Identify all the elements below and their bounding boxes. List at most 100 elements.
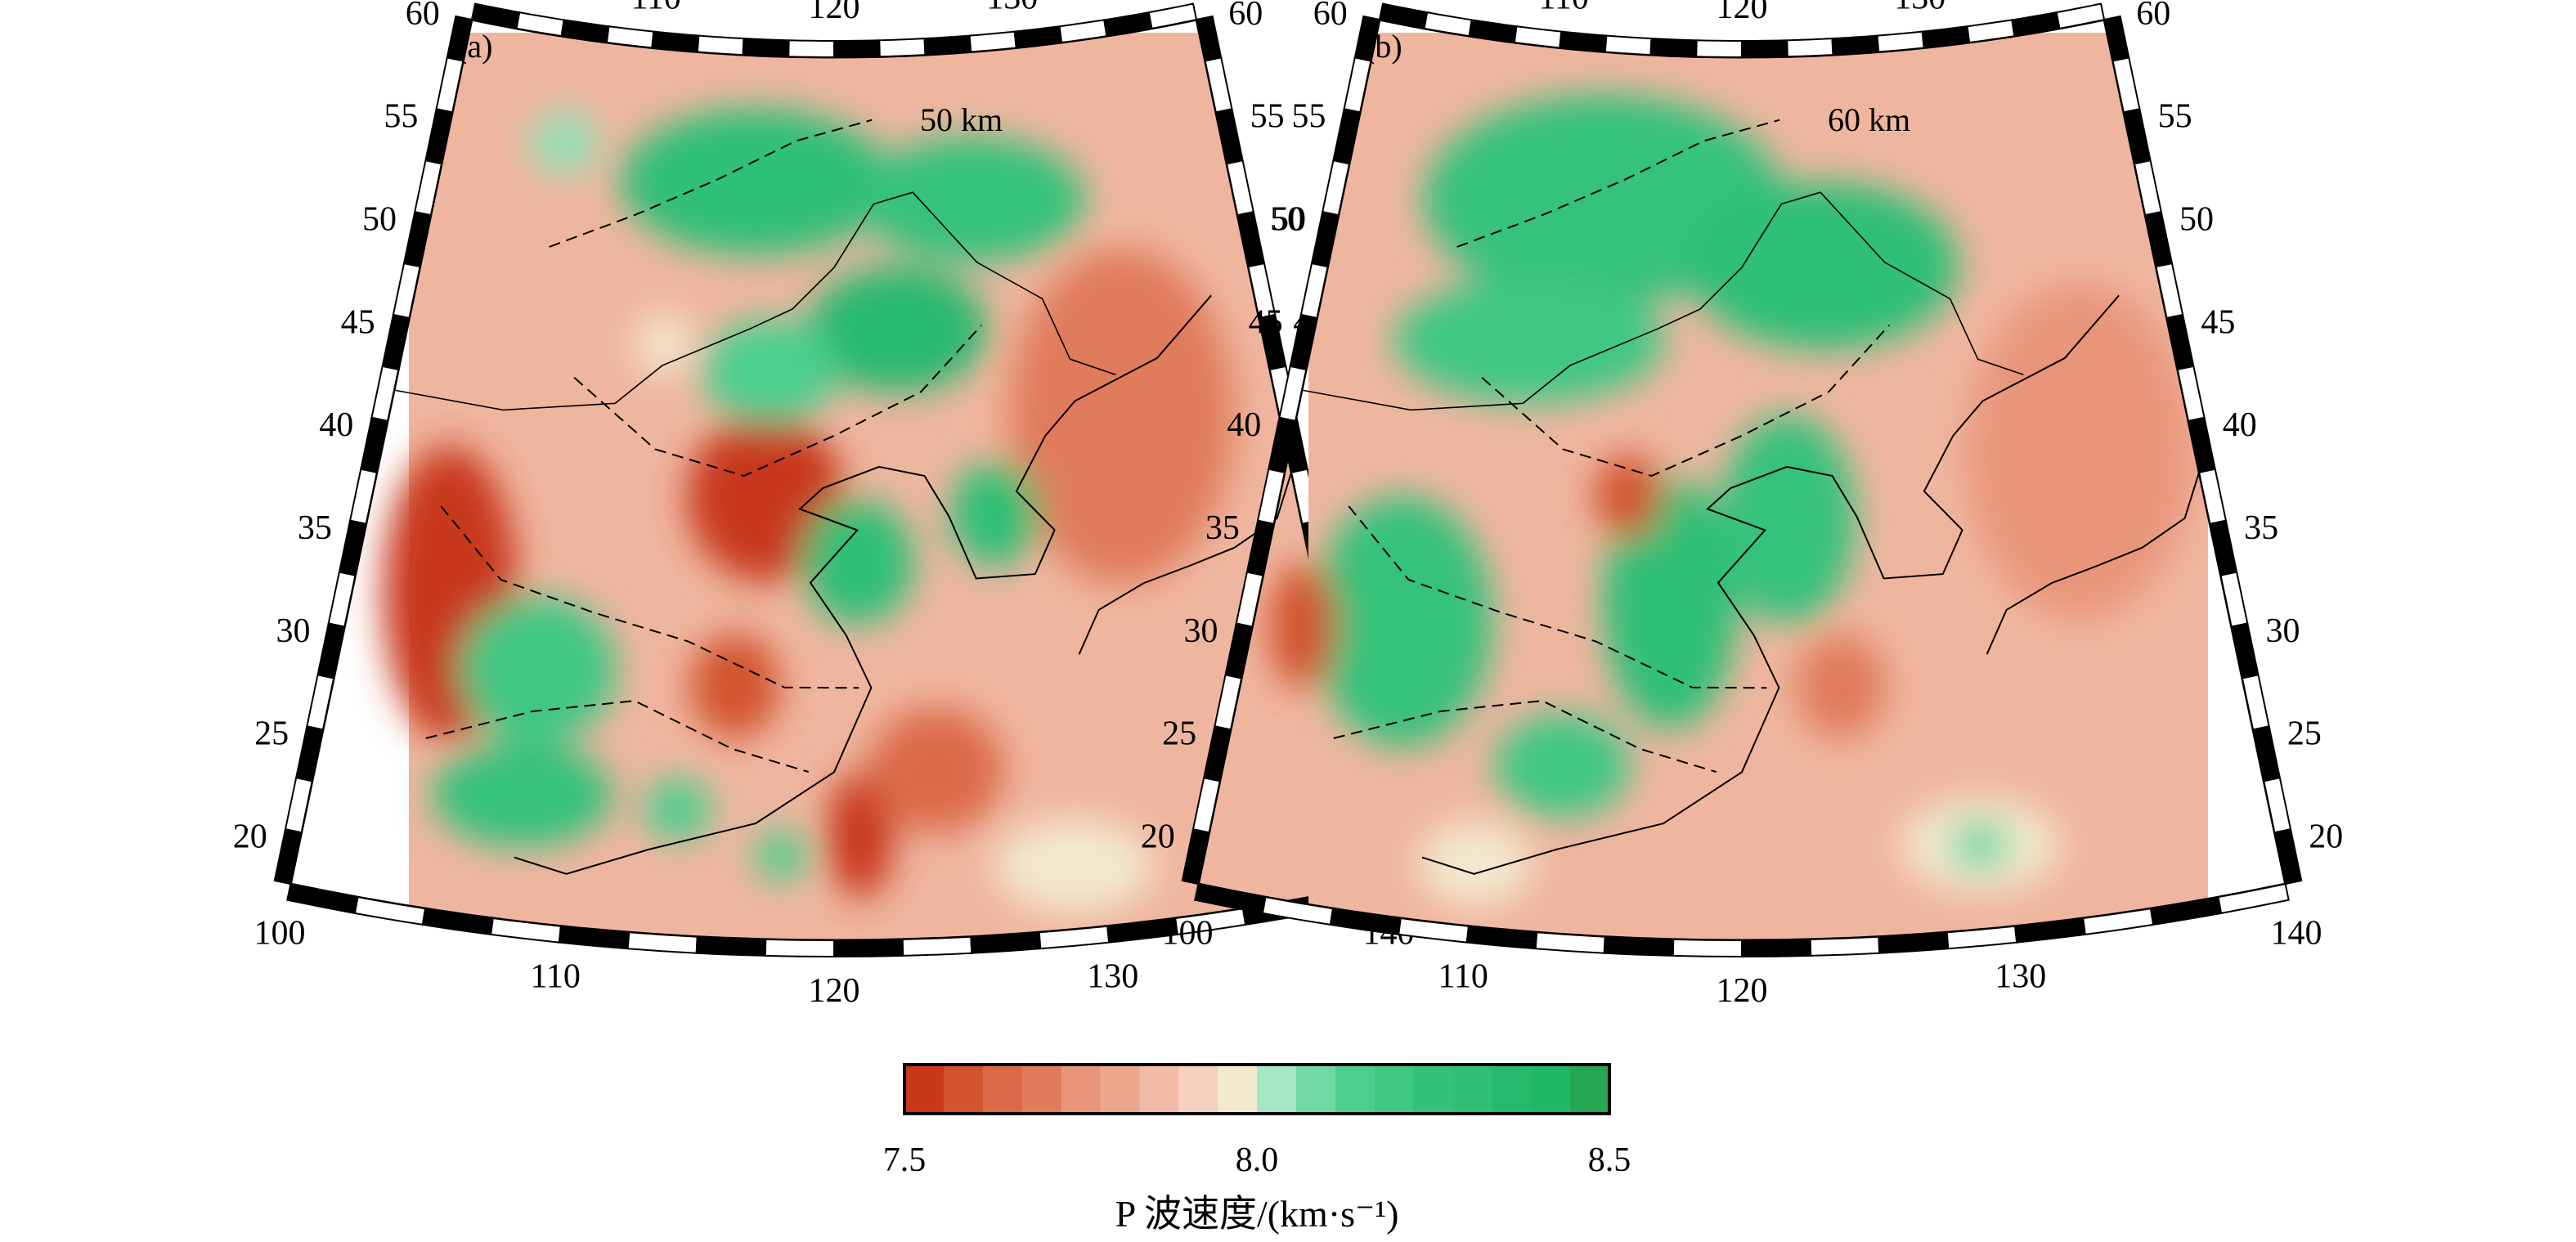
frame-segment bbox=[923, 34, 972, 56]
frame-segment bbox=[1741, 39, 1788, 58]
frame-segment bbox=[1604, 34, 1653, 56]
latitude-tick-label: 35 bbox=[1205, 509, 1240, 547]
latitude-tick-label: 50 bbox=[362, 201, 397, 239]
colorbar-cell bbox=[1452, 1065, 1492, 1114]
velocity-anomaly bbox=[801, 498, 914, 625]
frame-segment bbox=[1534, 931, 1606, 954]
velocity-anomaly bbox=[1494, 713, 1631, 818]
colorbar-cell bbox=[982, 1065, 1023, 1114]
velocity-anomaly bbox=[1393, 277, 1665, 404]
frame-segment bbox=[970, 931, 1042, 954]
latitude-tick-label: 20 bbox=[233, 818, 267, 856]
colorbar-cell bbox=[1413, 1065, 1454, 1114]
frame-segment bbox=[1423, 11, 1473, 38]
map-panel-b: 1001001101101201201301301401402020252530… bbox=[1141, 0, 2343, 1010]
latitude-tick-label: 45 bbox=[2201, 303, 2235, 341]
velocity-anomaly bbox=[702, 319, 837, 424]
latitude-tick-label: 60 bbox=[406, 0, 440, 33]
tectonic-boundary bbox=[425, 700, 809, 773]
frame-segment bbox=[1559, 30, 1608, 53]
national-border bbox=[393, 191, 1116, 411]
panel-label: (b) bbox=[1364, 28, 1402, 65]
colorbar-cell bbox=[1531, 1065, 1571, 1114]
frame-segment bbox=[878, 38, 927, 58]
velocity-anomaly bbox=[1966, 283, 2192, 620]
frame-segment bbox=[1786, 38, 1834, 58]
velocity-anomaly bbox=[1948, 819, 2012, 871]
latitude-tick-label: 55 bbox=[384, 98, 418, 136]
velocity-anomaly bbox=[689, 633, 781, 739]
colorbar-title: P 波速度/(km·s⁻¹) bbox=[1115, 1193, 1399, 1235]
longitude-tick-label: 140 bbox=[2271, 915, 2322, 953]
longitude-tick-label: 100 bbox=[1162, 915, 1214, 953]
colorbar-tick-label: 8.0 bbox=[1236, 1141, 1279, 1179]
latitude-tick-label: 50 bbox=[1272, 201, 1306, 239]
frame-segment bbox=[2217, 882, 2290, 915]
frame-segment bbox=[2103, 15, 2130, 62]
latitude-tick-label: 20 bbox=[1141, 818, 1175, 856]
longitude-tick-label: 120 bbox=[809, 972, 860, 1010]
velocity-anomaly bbox=[1268, 563, 1337, 689]
colorbar-cell bbox=[1492, 1065, 1532, 1114]
latitude-tick-label: 40 bbox=[1227, 406, 1261, 444]
frame-segment bbox=[651, 30, 700, 53]
colorbar-cell bbox=[1061, 1065, 1102, 1114]
latitude-tick-label: 45 bbox=[1249, 303, 1283, 341]
colorbar-cell bbox=[1335, 1065, 1376, 1114]
velocity-anomaly bbox=[458, 595, 617, 743]
frame-segment bbox=[1378, 2, 1429, 29]
frame-segment bbox=[1649, 38, 1698, 58]
velocity-anomaly bbox=[1008, 248, 1235, 585]
latitude-tick-label: 60 bbox=[1228, 0, 1263, 33]
velocity-anomaly bbox=[644, 778, 712, 841]
frame-segment bbox=[626, 931, 698, 954]
colorbar-cell bbox=[904, 1065, 945, 1114]
frame-segment bbox=[470, 2, 521, 29]
frame-segment bbox=[1878, 931, 1950, 954]
frame-segment bbox=[515, 11, 565, 38]
latitude-tick-label: 50 bbox=[1270, 201, 1304, 239]
longitude-tick-label: 110 bbox=[1538, 0, 1588, 17]
frame-segment bbox=[286, 882, 359, 915]
frame-segment bbox=[764, 938, 835, 958]
colorbar-cell bbox=[1257, 1065, 1297, 1114]
velocity-anomaly bbox=[432, 742, 613, 848]
frame-segment bbox=[742, 38, 790, 58]
panel-label: (a) bbox=[456, 28, 492, 65]
colorbar-border bbox=[903, 1063, 1611, 1115]
frame-segment bbox=[1103, 11, 1153, 38]
frame-segment bbox=[968, 30, 1017, 53]
coastline bbox=[1421, 294, 2120, 875]
longitude-tick-label: 100 bbox=[254, 915, 306, 953]
frame-segment bbox=[833, 39, 881, 58]
latitude-tick-label: 60 bbox=[1313, 0, 1348, 33]
frame-segment bbox=[901, 935, 973, 957]
map-panel-a: 1001001101101201201301301401402020252530… bbox=[233, 0, 1435, 1010]
frame-segment bbox=[1741, 938, 1812, 958]
frame-segment bbox=[1195, 15, 1223, 62]
longitude-tick-label: 130 bbox=[1087, 957, 1138, 995]
colorbar-cell bbox=[1100, 1065, 1140, 1114]
velocity-anomaly bbox=[994, 819, 1154, 912]
latitude-tick-label: 40 bbox=[319, 406, 353, 444]
depth-label: 60 km bbox=[1828, 101, 1910, 138]
latitude-tick-label: 25 bbox=[254, 715, 289, 753]
colorbar-cell bbox=[1139, 1065, 1179, 1114]
frame-segment bbox=[833, 938, 904, 958]
tectonic-boundary bbox=[440, 505, 859, 689]
longitude-tick-label: 110 bbox=[1438, 957, 1488, 995]
longitude-tick-label: 110 bbox=[530, 957, 580, 995]
colorbar-cell bbox=[1218, 1065, 1258, 1114]
frame-segment bbox=[1353, 15, 1381, 62]
velocity-anomaly bbox=[1688, 182, 1959, 350]
frame-segment bbox=[695, 935, 767, 957]
velocity-anomaly bbox=[1795, 633, 1887, 739]
velocity-anomaly bbox=[859, 136, 1086, 262]
velocity-anomaly bbox=[1602, 476, 1739, 729]
frame-segment bbox=[1831, 34, 1880, 56]
velocity-anomaly bbox=[636, 312, 692, 376]
colorbar-cell bbox=[943, 1065, 984, 1114]
frame-segment bbox=[2011, 11, 2061, 38]
tectonic-boundary bbox=[1456, 119, 1780, 248]
